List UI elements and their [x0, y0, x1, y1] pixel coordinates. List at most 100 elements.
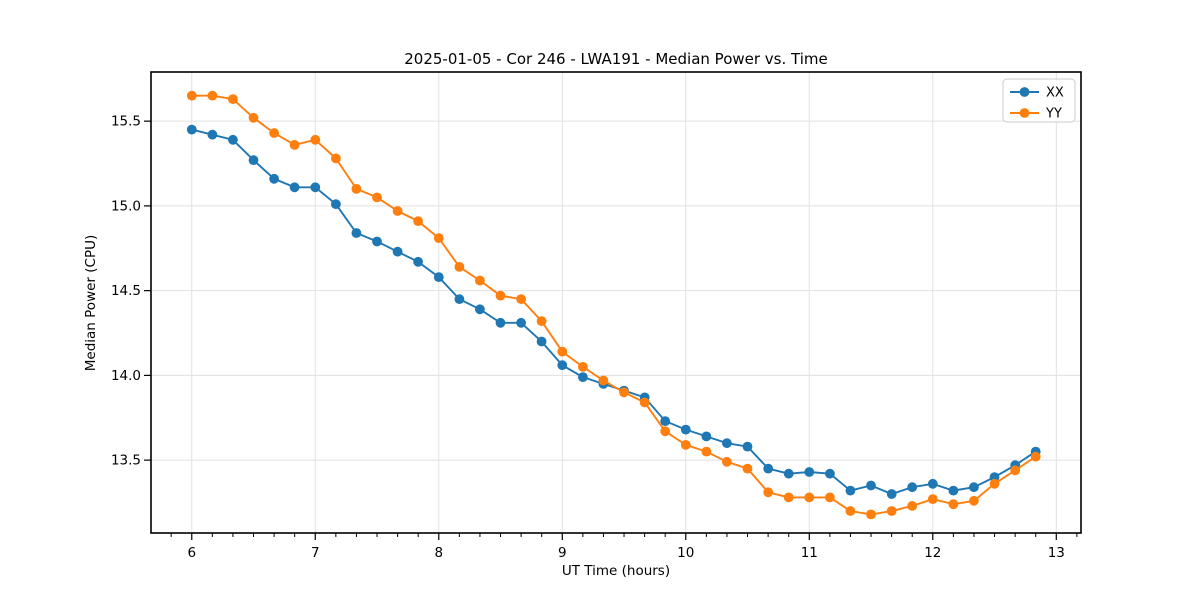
- data-point: [763, 487, 774, 498]
- y-tick-label: 14.5: [111, 283, 141, 299]
- data-point: [845, 506, 856, 516]
- data-point: [907, 501, 918, 511]
- data-point: [763, 463, 774, 474]
- data-point: [475, 275, 485, 286]
- data-point: [825, 492, 835, 503]
- data-point: [1030, 451, 1041, 462]
- legend-marker: [1019, 108, 1030, 118]
- data-point: [886, 489, 897, 499]
- legend-label: YY: [1045, 107, 1062, 122]
- data-point: [578, 372, 588, 382]
- data-point: [248, 155, 259, 166]
- data-point: [433, 233, 444, 244]
- data-point: [495, 317, 506, 328]
- data-point: [825, 468, 835, 479]
- data-point: [948, 485, 959, 496]
- x-tick-label: 11: [801, 545, 818, 561]
- data-point: [433, 272, 444, 282]
- data-point: [701, 431, 712, 442]
- legend-marker: [1019, 87, 1030, 97]
- data-point: [351, 228, 362, 238]
- data-point: [804, 492, 815, 503]
- data-point: [186, 124, 197, 135]
- data-point: [310, 182, 321, 193]
- data-point: [948, 499, 959, 510]
- data-point: [392, 246, 403, 257]
- data-point: [680, 424, 691, 435]
- y-tick-label: 13.5: [111, 453, 141, 469]
- data-point: [660, 416, 671, 426]
- data-point: [372, 236, 382, 247]
- data-point: [557, 346, 568, 357]
- legend-item-yy: YY: [1010, 107, 1062, 122]
- data-point: [783, 492, 794, 503]
- x-tick-label: 8: [434, 545, 443, 561]
- data-point: [289, 140, 300, 150]
- x-tick-label: 7: [311, 545, 320, 561]
- data-point: [989, 472, 1000, 482]
- data-point: [886, 506, 897, 516]
- data-point: [639, 397, 650, 408]
- data-point: [969, 482, 979, 493]
- axis-ticks: 6 7 8 9 10 11 12 13 13.5 14.0 14.5 15.0 15.5: [111, 114, 1078, 561]
- data-point: [331, 153, 341, 164]
- x-tick-label: 6: [187, 545, 196, 561]
- data-point: [248, 112, 259, 123]
- data-point: [516, 317, 526, 328]
- data-point: [742, 441, 753, 452]
- data-point: [701, 446, 712, 457]
- data-point: [969, 495, 979, 506]
- x-tick-label: 13: [1048, 545, 1065, 561]
- x-tick-label: 12: [924, 545, 941, 561]
- data-point: [269, 173, 279, 184]
- series-line: [191, 94, 1037, 516]
- x-tick-label: 9: [558, 545, 567, 561]
- data-point: [578, 362, 588, 372]
- data-point: [722, 438, 732, 449]
- legend-box: [1002, 78, 1076, 123]
- data-point: [228, 94, 238, 104]
- data-point: [186, 90, 197, 101]
- data-point: [783, 468, 794, 479]
- data-point: [495, 290, 506, 301]
- data-point: [207, 129, 218, 140]
- data-point: [413, 216, 423, 227]
- data-point: [907, 482, 918, 493]
- data-point: [742, 463, 753, 474]
- data-point: [228, 134, 238, 145]
- data-point: [475, 304, 485, 315]
- data-point: [536, 336, 547, 347]
- legend-label: XX: [1046, 86, 1064, 101]
- legend: XX YY: [1002, 78, 1076, 123]
- data-point: [372, 192, 382, 203]
- data-point: [454, 262, 465, 272]
- data-point: [392, 206, 403, 216]
- y-tick-label: 15.5: [111, 114, 141, 130]
- legend-item-xx: XX: [1010, 86, 1064, 101]
- plot-border: [150, 71, 1082, 534]
- data-point: [536, 316, 547, 326]
- data-point: [989, 478, 1000, 489]
- data-point: [660, 426, 671, 437]
- data-point: [351, 184, 362, 194]
- series-yy: [186, 90, 1041, 520]
- data-point: [680, 440, 691, 450]
- data-point: [516, 294, 526, 304]
- y-tick-label: 15.0: [111, 198, 141, 214]
- grid-lines: [151, 72, 1081, 533]
- data-point: [619, 387, 629, 398]
- data-point: [289, 182, 300, 193]
- y-axis-label: Median Power (CPU): [83, 235, 99, 371]
- data-point: [927, 494, 938, 504]
- data-point: [413, 256, 423, 267]
- x-tick-label: 10: [677, 545, 694, 561]
- data-point: [454, 294, 465, 304]
- y-tick-label: 14.0: [111, 368, 141, 384]
- data-point: [207, 90, 218, 101]
- x-axis-label: UT Time (hours): [562, 563, 670, 579]
- series-xx: [186, 124, 1041, 499]
- data-point: [269, 128, 279, 138]
- data-point: [804, 467, 815, 477]
